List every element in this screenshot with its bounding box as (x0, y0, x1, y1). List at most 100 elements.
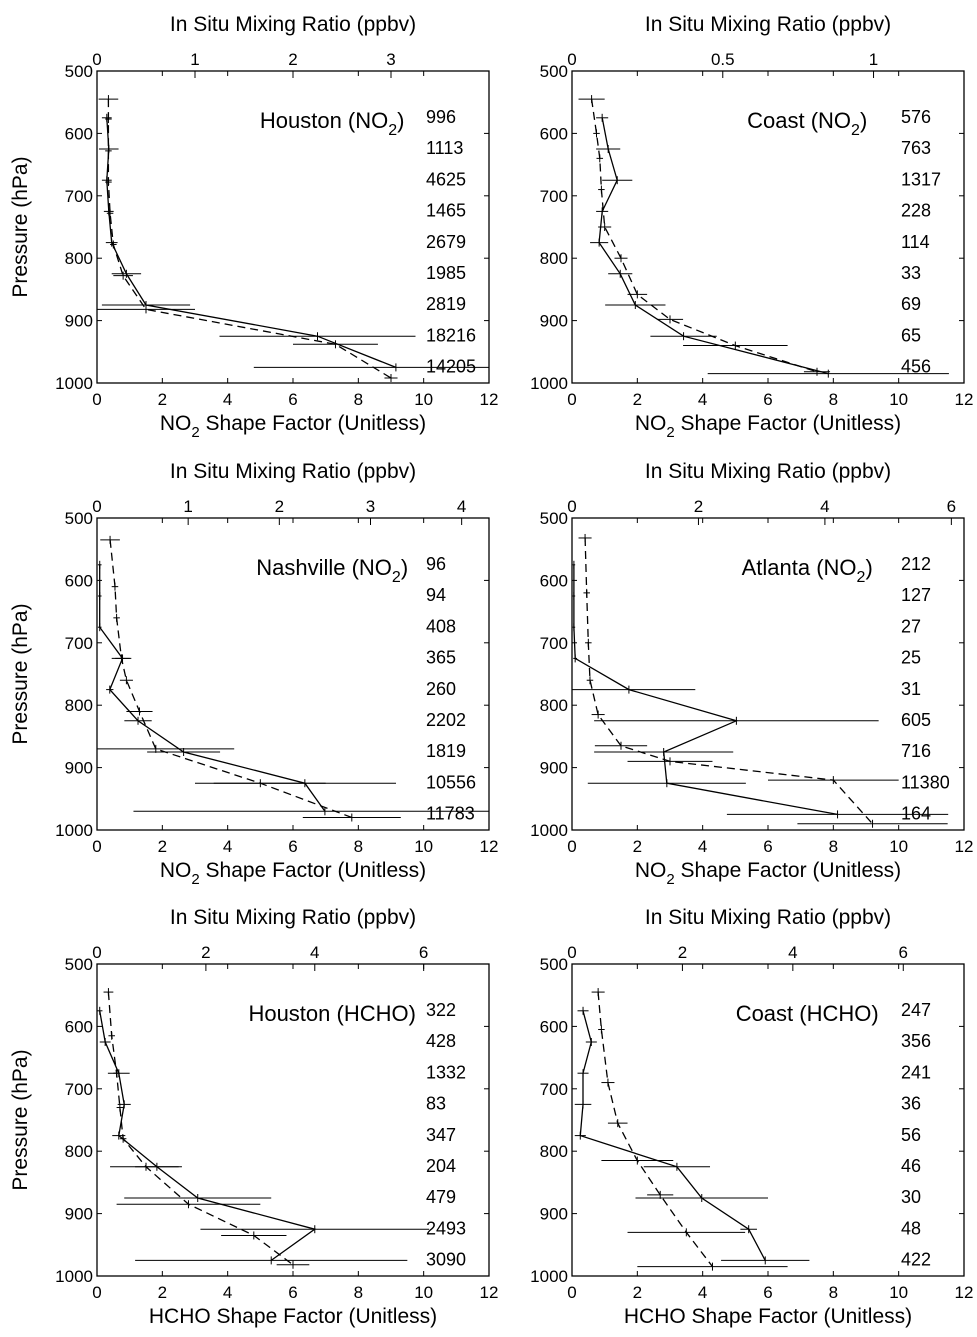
y-tick-label: 1000 (530, 374, 568, 393)
x-tick-label: 2 (633, 837, 642, 856)
bottom-axis-label-main: NO (635, 859, 667, 882)
sample-count: 18216 (426, 325, 476, 345)
left-axis-label: Pressure (hPa) (9, 603, 32, 744)
sample-count: 428 (426, 1031, 456, 1051)
sample-count: 48 (901, 1218, 921, 1238)
y-tick-label: 600 (540, 124, 568, 143)
bottom-axis-label: NO2 Shape Factor (Unitless) (160, 412, 426, 441)
sample-count: 127 (901, 585, 931, 605)
x2-tick-label: 4 (310, 943, 319, 962)
x2-tick-label: 0.5 (711, 50, 735, 69)
x-tick-label: 12 (480, 1283, 499, 1302)
sample-count: 27 (901, 616, 921, 636)
panel-title-end: ) (865, 555, 872, 580)
bottom-axis-label: NO2 Shape Factor (Unitless) (160, 859, 426, 888)
bottom-axis-label: NO2 Shape Factor (Unitless) (635, 859, 901, 888)
mixing-ratio-line (106, 117, 397, 369)
sample-count: 228 (901, 201, 931, 221)
y-tick-label: 900 (65, 759, 93, 778)
x-tick-label: 0 (567, 1283, 576, 1302)
y-tick-label: 500 (65, 62, 93, 81)
y-tick-label: 600 (65, 1017, 93, 1036)
mixing-ratio-line (598, 117, 829, 375)
y-tick-label: 500 (65, 509, 93, 528)
panel-title-sub: 2 (851, 122, 860, 139)
y-tick-label: 1000 (530, 1267, 568, 1286)
sample-count: 114 (901, 232, 930, 252)
sample-count: 2679 (426, 232, 466, 252)
sample-count: 46 (901, 1156, 921, 1176)
x-tick-label: 12 (955, 390, 974, 409)
shape-factor-line (107, 99, 392, 379)
x-tick-label: 10 (889, 837, 908, 856)
y-tick-label: 800 (540, 696, 568, 715)
sample-count: 1465 (426, 201, 466, 221)
x-tick-label: 12 (480, 837, 499, 856)
sample-count: 356 (901, 1031, 931, 1051)
shape-factor-line (107, 992, 294, 1266)
panel-title: Coast (NO2) (747, 108, 867, 139)
x2-tick-label: 0 (567, 497, 576, 516)
y-tick-label: 500 (540, 62, 568, 81)
x2-tick-label: 6 (899, 943, 908, 962)
panel-title: Nashville (NO2) (256, 555, 408, 586)
x-tick-label: 0 (92, 390, 101, 409)
bottom-axis-label: HCHO Shape Factor (Unitless) (149, 1305, 437, 1328)
sample-count: 1819 (426, 741, 466, 761)
y-tick-label: 1000 (55, 821, 93, 840)
panel-title-sub: 2 (388, 122, 397, 139)
bottom-axis-label-sub: 2 (666, 424, 674, 441)
top-axis-label: In Situ Mixing Ratio (ppbv) (645, 460, 891, 483)
sample-count: 31 (901, 679, 921, 699)
x-tick-label: 8 (829, 837, 838, 856)
x-tick-label: 0 (567, 837, 576, 856)
y-tick-label: 900 (65, 1205, 93, 1224)
bottom-axis-label: NO2 Shape Factor (Unitless) (635, 412, 901, 441)
x-tick-label: 12 (480, 390, 499, 409)
x2-tick-label: 2 (694, 497, 703, 516)
sample-count: 1113 (426, 138, 463, 158)
top-axis-label: In Situ Mixing Ratio (ppbv) (170, 13, 416, 36)
bottom-axis-label-sub: 2 (191, 871, 199, 888)
bottom-axis-label-main: NO (635, 412, 667, 435)
x2-tick-label: 6 (947, 497, 956, 516)
panel-title: Houston (NO2) (260, 108, 405, 139)
bottom-axis-label-sub: 2 (666, 871, 674, 888)
y-tick-label: 600 (540, 571, 568, 590)
y-tick-label: 900 (65, 312, 93, 331)
y-tick-label: 800 (540, 1142, 568, 1161)
x2-tick-label: 3 (386, 50, 395, 69)
y-tick-label: 700 (65, 634, 93, 653)
y-tick-label: 500 (540, 955, 568, 974)
sample-count: 11783 (426, 804, 475, 824)
panel-title-sub: 2 (392, 569, 401, 586)
sample-count: 164 (901, 804, 931, 824)
y-tick-label: 700 (65, 1080, 93, 1099)
x2-tick-label: 4 (457, 497, 466, 516)
x-tick-label: 6 (288, 837, 297, 856)
x-tick-label: 10 (889, 1283, 908, 1302)
top-axis-label: In Situ Mixing Ratio (ppbv) (170, 460, 416, 483)
panel-title: Coast (HCHO) (736, 1001, 879, 1026)
sample-count: 204 (426, 1156, 456, 1176)
top-axis-label: In Situ Mixing Ratio (ppbv) (170, 906, 416, 929)
x-tick-label: 10 (889, 390, 908, 409)
sample-count: 4625 (426, 169, 466, 189)
y-tick-label: 500 (540, 509, 568, 528)
x2-tick-label: 1 (869, 50, 878, 69)
bottom-axis-label-main: HCHO Shape Factor (Unitless) (624, 1305, 912, 1328)
x2-tick-label: 2 (275, 497, 284, 516)
sample-count: 456 (901, 357, 931, 377)
y-tick-label: 700 (540, 1080, 568, 1099)
y-tick-label: 900 (540, 312, 568, 331)
x-tick-label: 8 (354, 390, 363, 409)
x-tick-label: 6 (763, 390, 772, 409)
mixing-ratio-line (579, 1010, 766, 1261)
sample-count: 1332 (426, 1062, 466, 1082)
x-tick-label: 4 (698, 390, 707, 409)
y-tick-label: 500 (65, 955, 93, 974)
sample-count: 479 (426, 1187, 456, 1207)
x2-tick-label: 3 (366, 497, 375, 516)
sample-count: 30 (901, 1187, 921, 1207)
